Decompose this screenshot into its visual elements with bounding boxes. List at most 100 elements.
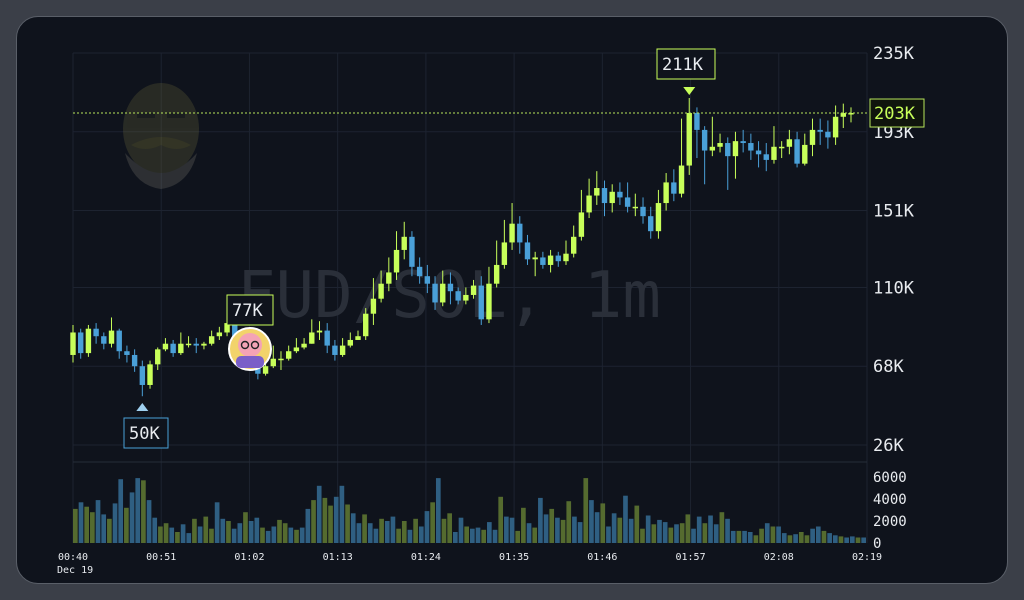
volume-bar [192, 518, 197, 543]
volume-bar [447, 513, 452, 543]
current-price-tag [869, 98, 925, 128]
volume-bar [413, 518, 418, 543]
volume-bar [271, 526, 277, 543]
volume-bar [764, 523, 770, 543]
volume-bar [220, 518, 226, 543]
candle-body [478, 285, 484, 320]
volume-bar [685, 514, 691, 543]
candle-body [131, 354, 138, 367]
volume-bar [209, 528, 214, 543]
candle-body [840, 113, 846, 117]
volume-bar [95, 500, 101, 543]
candle-body [825, 131, 831, 138]
candle-body [501, 242, 508, 265]
volume-bar [288, 527, 294, 543]
volume-bar [470, 528, 475, 543]
volume-bar [487, 522, 492, 543]
candle-body [763, 154, 769, 160]
candle-body [517, 223, 523, 243]
candle-body [748, 143, 754, 151]
avatar-glasses-left [240, 340, 250, 350]
candle-body [147, 364, 153, 385]
candle-body [208, 336, 215, 344]
high-label-box [656, 48, 716, 80]
volume-bar [118, 479, 124, 543]
candle-body [709, 146, 716, 151]
volume-bar [691, 528, 696, 543]
volume-bar [532, 527, 538, 543]
candle-body [378, 283, 384, 299]
volume-bar [84, 506, 90, 543]
candle-body [786, 139, 793, 147]
volume-bar [589, 500, 594, 543]
candle-body [416, 266, 423, 277]
time-tick-label: 00:51 [146, 552, 176, 563]
volume-bar [435, 478, 441, 543]
candle-body [447, 283, 454, 292]
candle-body [678, 165, 685, 194]
volume-bar [231, 528, 237, 543]
volume-bar [146, 500, 152, 543]
volume-bar [90, 512, 95, 543]
candle-body [363, 313, 369, 337]
volume-bar [844, 537, 849, 543]
volume-bar [464, 526, 469, 543]
volume-bar [277, 519, 282, 543]
candle-body [70, 332, 76, 355]
volume-bar [260, 527, 265, 543]
time-tick-label: 01:24 [411, 552, 441, 563]
volume-tick-label: 2000 [873, 514, 907, 530]
volume-bar [725, 518, 730, 543]
candle-body [570, 236, 577, 254]
candle-body [578, 212, 585, 237]
volume-bar [214, 502, 220, 543]
time-tick-label: 01:02 [234, 552, 264, 563]
time-tick-label: 00:40 [58, 552, 88, 563]
volume-bar [577, 522, 583, 543]
volume-bar [628, 518, 634, 543]
volume-bar [526, 523, 532, 543]
low-marker-icon [136, 403, 149, 411]
volume-bar [798, 532, 804, 543]
volume-bar [112, 503, 118, 543]
candle-body [232, 323, 238, 339]
volume-bars [73, 478, 866, 543]
volume-bar [237, 523, 243, 543]
volume-bar [509, 517, 515, 543]
candle-body [85, 328, 92, 354]
candle-body [347, 339, 354, 346]
avatar-body [236, 356, 264, 368]
volume-bar [299, 527, 305, 543]
volume-bar [345, 504, 350, 543]
candle-body [609, 191, 615, 204]
candle-body [755, 150, 762, 155]
volume-bar [226, 521, 231, 543]
volume-bar [430, 502, 435, 543]
price-tick-label: 235K [873, 44, 915, 64]
candle-body [93, 328, 99, 337]
volume-bar [753, 535, 759, 543]
candle-body [547, 255, 554, 265]
volume-bar [787, 535, 793, 543]
volume-bar [158, 526, 163, 543]
volume-bar [504, 516, 509, 543]
volume-tick-label: 4000 [873, 492, 907, 508]
high-marker-icon [683, 87, 696, 95]
candle-body [324, 330, 330, 346]
volume-bar [197, 526, 203, 543]
price-tick-label: 26K [873, 436, 904, 456]
volume-bar [770, 526, 776, 543]
time-axis: 00:40 00:51 01:02 01:13 01:24 01:35 01:46 01:57… [57, 552, 882, 576]
volume-bar [373, 528, 379, 543]
volume-bar [730, 530, 736, 543]
volume-bar [549, 508, 555, 543]
avatar-glasses-right [250, 340, 260, 350]
volume-bar [78, 502, 84, 543]
candle-body [185, 343, 192, 346]
candle-body [493, 264, 500, 284]
volume-bar [248, 521, 254, 543]
candle-body [224, 323, 230, 333]
volume-bar [169, 527, 175, 543]
candle-body [178, 343, 184, 354]
time-tick-label: 01:46 [587, 552, 617, 563]
